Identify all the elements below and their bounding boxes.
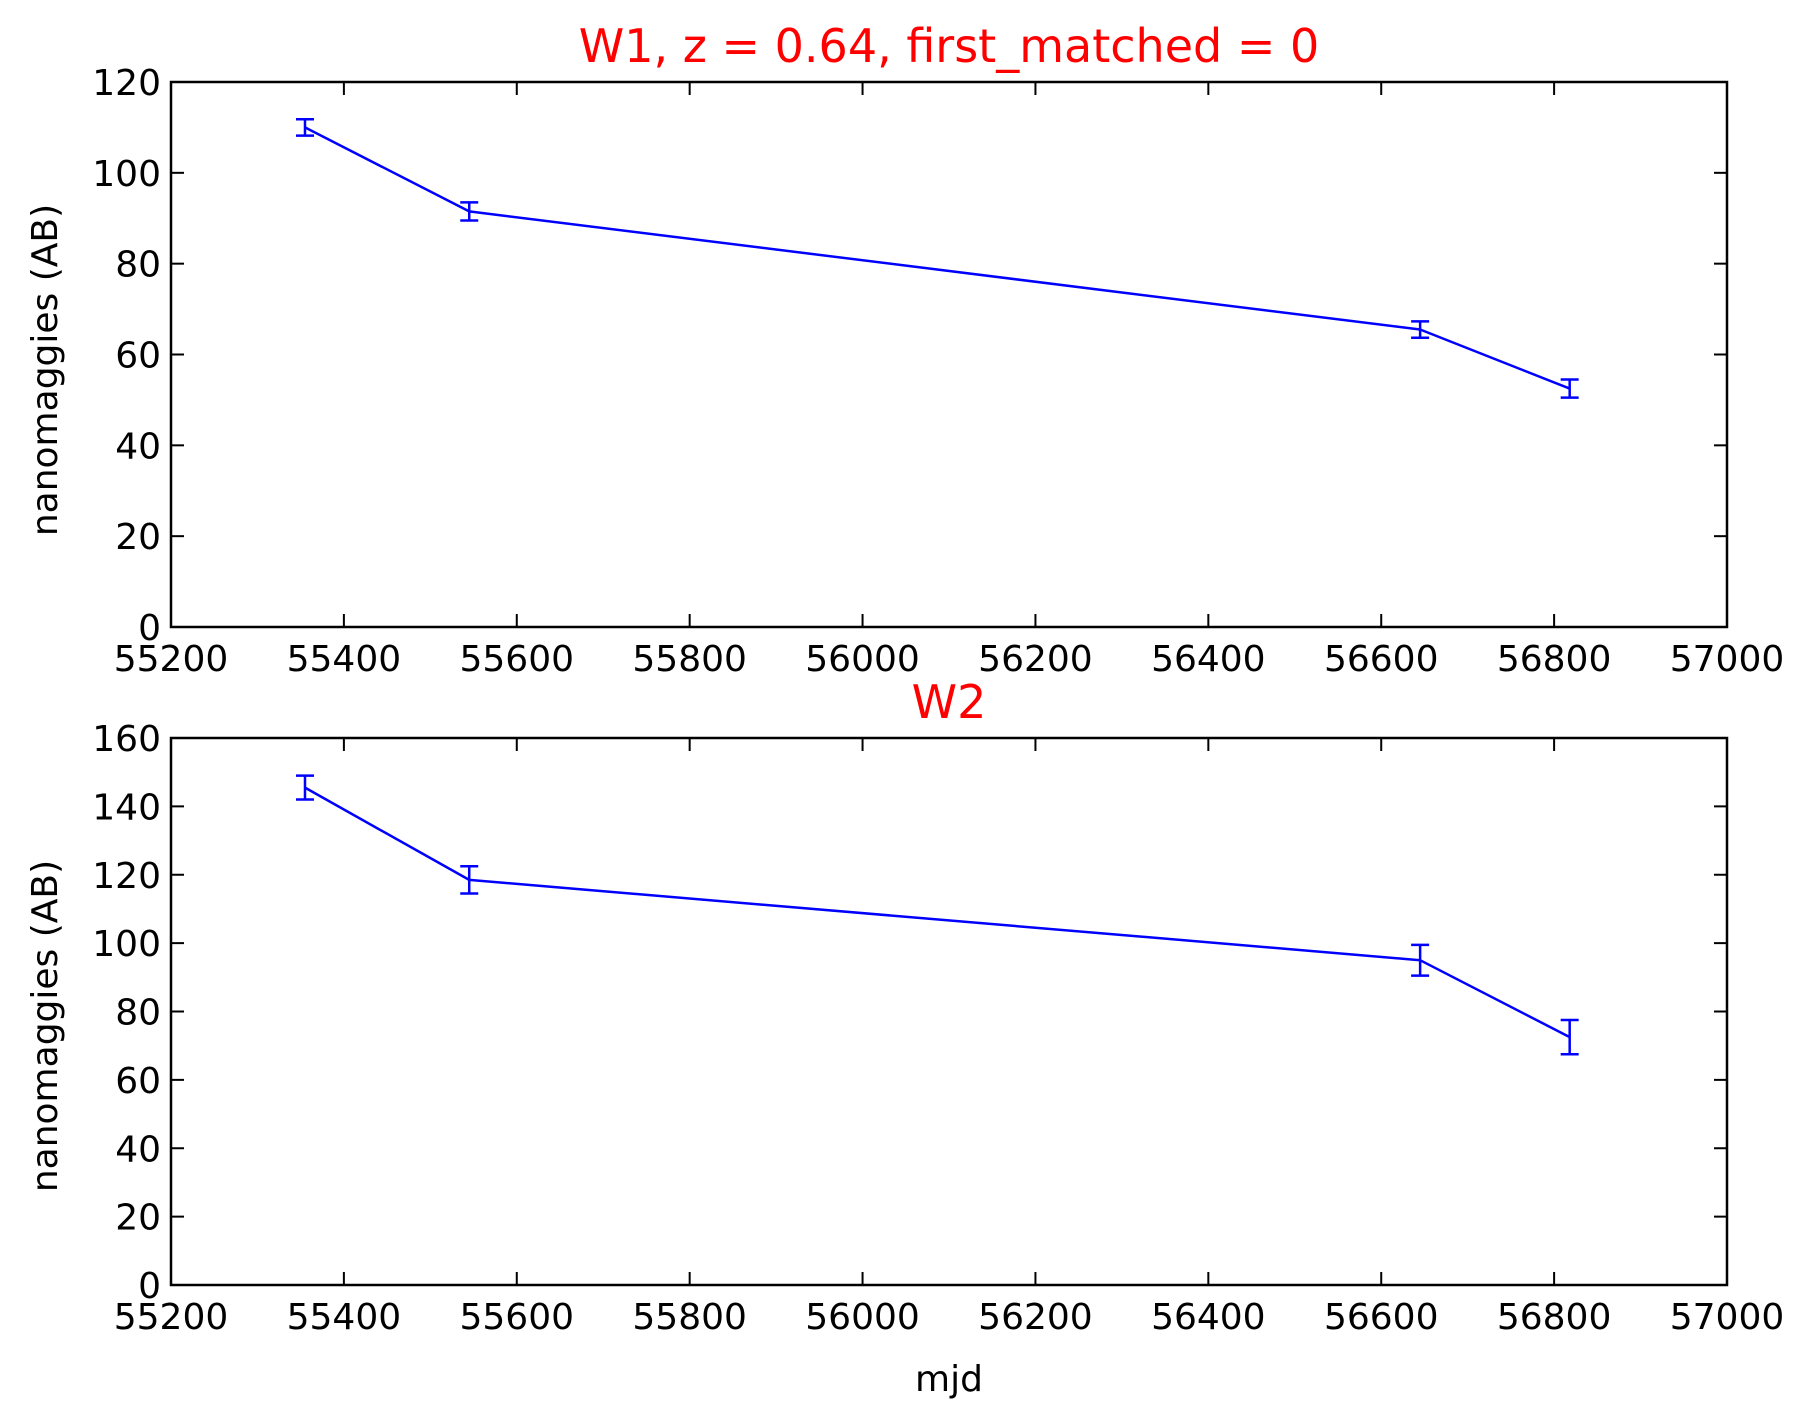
w1-data-marks xyxy=(295,117,1579,399)
w1-x-tick-label: 56400 xyxy=(1151,639,1266,680)
w1-title: W1, z = 0.64, first_matched = 0 xyxy=(579,19,1320,73)
w2-x-tick-label: 55800 xyxy=(632,1297,747,1338)
w1-x-tick-label: 55400 xyxy=(287,639,402,680)
w2-data-marks xyxy=(295,774,1579,1056)
w2-y-tick-label: 60 xyxy=(115,1061,161,1102)
w1-x-tick-label: 56200 xyxy=(978,639,1093,680)
w2-y-tick-label: 80 xyxy=(115,993,161,1034)
w2-error-bar xyxy=(295,774,314,801)
w1-error-bar xyxy=(295,117,314,137)
w2-x-axis-label: mjd xyxy=(915,1359,983,1400)
w2-title: W2 xyxy=(912,675,987,729)
w2-ticks: 55200 55400 55600 55800 56000 56200 56400 56600… xyxy=(92,719,1784,1338)
w2-x-tick-label: 56600 xyxy=(1324,1297,1439,1338)
w2-x-tick-label: 56400 xyxy=(1151,1297,1266,1338)
w2-series-line xyxy=(304,786,1571,1039)
w2-x-tick-label: 55200 xyxy=(114,1297,229,1338)
w2-error-bar xyxy=(460,864,479,895)
w1-y-tick-label: 120 xyxy=(92,63,161,104)
w1-x-tick-label: 55800 xyxy=(632,639,747,680)
w1-y-tick-label: 20 xyxy=(115,517,161,558)
w1-y-tick-label: 0 xyxy=(138,608,161,649)
w1-x-tick-label: 56000 xyxy=(805,639,920,680)
w2-x-tick-label: 55600 xyxy=(460,1297,575,1338)
w1-y-tick-label: 80 xyxy=(115,245,161,286)
w1-x-tick-label: 56800 xyxy=(1497,639,1612,680)
w1-y-tick-label: 100 xyxy=(92,154,161,195)
w2-x-tick-label: 55400 xyxy=(287,1297,402,1338)
w1-series-line xyxy=(304,126,1571,390)
w1-error-bar xyxy=(1560,378,1579,399)
w2-y-tick-label: 140 xyxy=(92,787,161,828)
w2-y-tick-label: 0 xyxy=(138,1266,161,1307)
w1-x-tick-label: 57000 xyxy=(1670,639,1785,680)
w1-error-bar xyxy=(1411,320,1430,339)
w2-y-axis-label: nanomaggies (AB) xyxy=(25,860,66,1192)
w1-y-tick-label: 60 xyxy=(115,336,161,377)
w2-x-tick-label: 56000 xyxy=(805,1297,920,1338)
w2-error-bar xyxy=(1411,943,1430,977)
w1-ticks: 55200 55400 55600 55800 56000 56200 56400 56600… xyxy=(92,63,1784,680)
w2-y-tick-label: 40 xyxy=(115,1129,161,1170)
w1-y-tick-label: 40 xyxy=(115,426,161,467)
w1-x-tick-label: 55600 xyxy=(460,639,575,680)
w1-x-tick-label: 56600 xyxy=(1324,639,1439,680)
w2-x-tick-label: 56800 xyxy=(1497,1297,1612,1338)
w1-plot-frame xyxy=(169,80,1729,629)
w2-y-tick-label: 20 xyxy=(115,1198,161,1239)
w2-x-tick-label: 56200 xyxy=(978,1297,1093,1338)
w1-y-axis-label: nanomaggies (AB) xyxy=(25,204,66,536)
w1-x-tick-label: 55200 xyxy=(114,639,229,680)
w1-error-bar xyxy=(460,201,479,222)
w2-y-tick-label: 100 xyxy=(92,924,161,965)
w2-y-tick-label: 120 xyxy=(92,856,161,897)
w2-error-bar xyxy=(1560,1018,1579,1056)
w1-panel: W1, z = 0.64, first_matched = 0 nanomagg… xyxy=(25,19,1784,680)
w2-panel: W2 nanomaggies (AB) 55200 55400 55600 55800… xyxy=(25,675,1784,1400)
w2-y-tick-label: 160 xyxy=(92,719,161,760)
w2-x-tick-label: 57000 xyxy=(1670,1297,1785,1338)
w2-plot-frame xyxy=(169,736,1729,1287)
